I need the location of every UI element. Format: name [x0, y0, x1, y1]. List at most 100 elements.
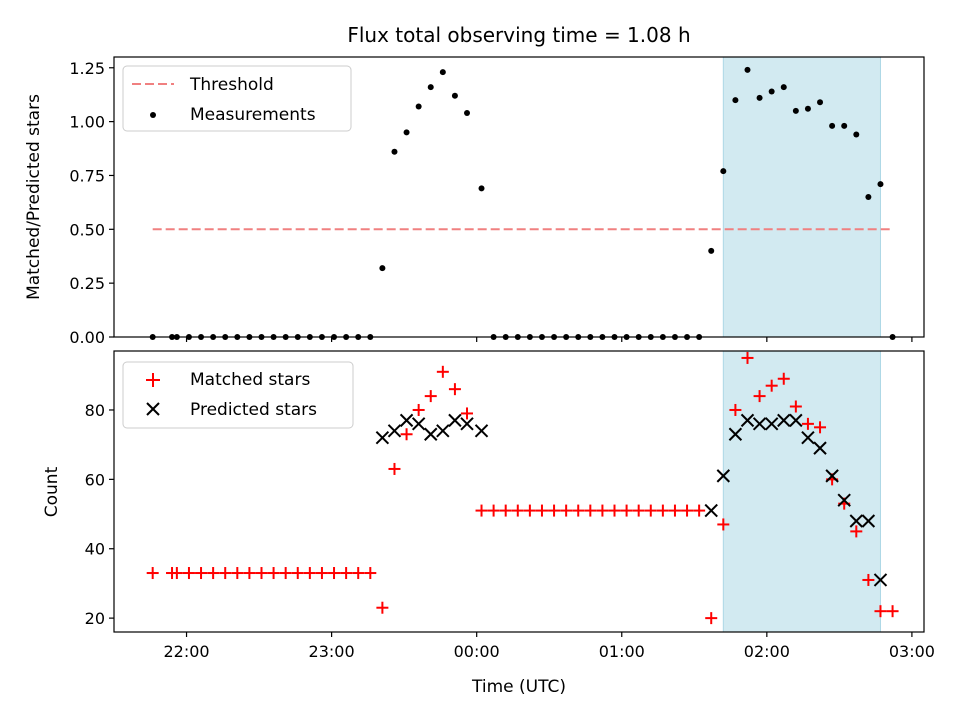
count-panel-ylabel: Count — [42, 466, 62, 517]
matched-star-point — [511, 504, 524, 517]
matched-star-point — [487, 504, 500, 517]
matched-star-point — [886, 605, 899, 618]
legend-predicted-label: Predicted stars — [190, 400, 317, 420]
matched-star-point — [412, 403, 425, 416]
matched-star-point — [741, 351, 754, 364]
y-tick-label: 60 — [85, 470, 105, 489]
matched-star-point — [400, 428, 413, 441]
measurement-point — [708, 247, 715, 254]
matched-star-point — [279, 567, 292, 580]
predicted-star-point — [789, 413, 803, 428]
measurement-point — [817, 99, 824, 106]
matched-star-point — [777, 372, 790, 385]
y-tick-label: 0.50 — [69, 220, 105, 239]
measurement-point — [427, 84, 434, 91]
matched-star-point — [376, 601, 389, 614]
y-tick-label: 1.00 — [69, 113, 105, 132]
predicted-star-point — [801, 431, 815, 445]
x-tick-label: 01:00 — [599, 642, 645, 661]
matched-star-point — [548, 504, 561, 517]
measurement-point — [391, 148, 398, 155]
measurement-point — [853, 131, 860, 138]
predicted-star-point — [740, 413, 755, 428]
matched-star-point — [801, 417, 814, 430]
matched-star-point — [535, 504, 548, 517]
measurement-point — [478, 185, 485, 192]
legend-matched-label: Matched stars — [190, 370, 310, 390]
matched-star-point — [656, 504, 669, 517]
legend-matched-swatch — [146, 373, 160, 387]
matched-star-point — [753, 390, 766, 403]
x-tick-label: 03:00 — [889, 642, 935, 661]
measurement-point — [415, 103, 422, 110]
matched-star-point — [523, 504, 536, 517]
measurement-point — [732, 97, 739, 104]
predicted-star-point — [436, 424, 450, 438]
legend-predicted-swatch — [146, 402, 160, 416]
matched-star-point — [243, 567, 256, 580]
measurement-point — [756, 94, 763, 101]
ratio-panel-legend: Threshold Measurements — [122, 65, 352, 132]
matched-star-point — [693, 504, 706, 517]
matched-star-point — [364, 567, 377, 580]
matched-star-point — [352, 567, 365, 580]
matched-star-point — [620, 504, 633, 517]
predicted-star-point — [825, 469, 839, 483]
x-tick-label: 00:00 — [454, 642, 500, 661]
predicted-star-point — [728, 427, 743, 441]
matched-star-point — [219, 567, 232, 580]
matched-star-point — [729, 403, 742, 416]
predicted-star-point — [777, 413, 791, 428]
ratio-panel-ylabel: Matched/Predicted stars — [24, 94, 44, 300]
count-panel-frame — [113, 350, 925, 633]
y-tick-label: 40 — [85, 540, 105, 559]
matched-star-point — [255, 567, 268, 580]
matched-star-point — [874, 605, 887, 618]
legend-measurements-label: Measurements — [190, 105, 316, 125]
matched-star-point — [668, 504, 681, 517]
highlight-span — [722, 56, 881, 338]
legend-measurements-swatch — [150, 112, 156, 118]
x-tick-label: 22:00 — [163, 642, 209, 661]
matched-star-point — [448, 383, 461, 396]
matched-star-point — [291, 567, 304, 580]
measurement-point — [877, 181, 884, 188]
matched-star-point — [303, 567, 316, 580]
matched-star-point — [789, 400, 802, 413]
matched-star-point — [475, 504, 488, 517]
predicted-star-point — [849, 514, 864, 528]
ratio-panel-frame — [113, 56, 925, 338]
y-tick-label: 80 — [85, 401, 105, 420]
matched-star-point — [436, 365, 449, 378]
matched-star-point — [765, 379, 778, 392]
predicted-star-point — [764, 417, 779, 431]
measurement-point — [464, 110, 471, 116]
predicted-star-point — [704, 503, 718, 518]
matched-star-point — [596, 504, 609, 517]
matched-star-point — [315, 567, 328, 580]
predicted-star-point — [716, 469, 731, 483]
measurement-point — [841, 122, 848, 129]
y-tick-label: 0.25 — [69, 274, 105, 293]
predicted-star-point — [424, 427, 438, 441]
matched-star-point — [146, 567, 159, 580]
y-tick-label: 0.00 — [69, 328, 105, 347]
measurement-point — [768, 88, 775, 95]
y-tick-label: 20 — [85, 609, 105, 628]
predicted-star-point — [873, 573, 888, 587]
measurement-point — [403, 129, 410, 136]
count-panel-legend: Matched stars Predicted stars — [122, 361, 354, 429]
matched-star-point — [862, 573, 875, 586]
matched-star-point — [717, 518, 730, 531]
y-tick-label: 0.75 — [69, 166, 105, 185]
predicted-star-point — [837, 493, 851, 507]
matched-star-point — [705, 612, 718, 625]
matched-star-point — [461, 407, 474, 420]
x-tick-label: 02:00 — [744, 642, 790, 661]
matched-star-point — [644, 504, 657, 517]
matched-star-point — [814, 421, 827, 434]
predicted-star-point — [448, 413, 462, 428]
measurement-point — [744, 66, 751, 73]
predicted-star-point — [460, 417, 474, 431]
